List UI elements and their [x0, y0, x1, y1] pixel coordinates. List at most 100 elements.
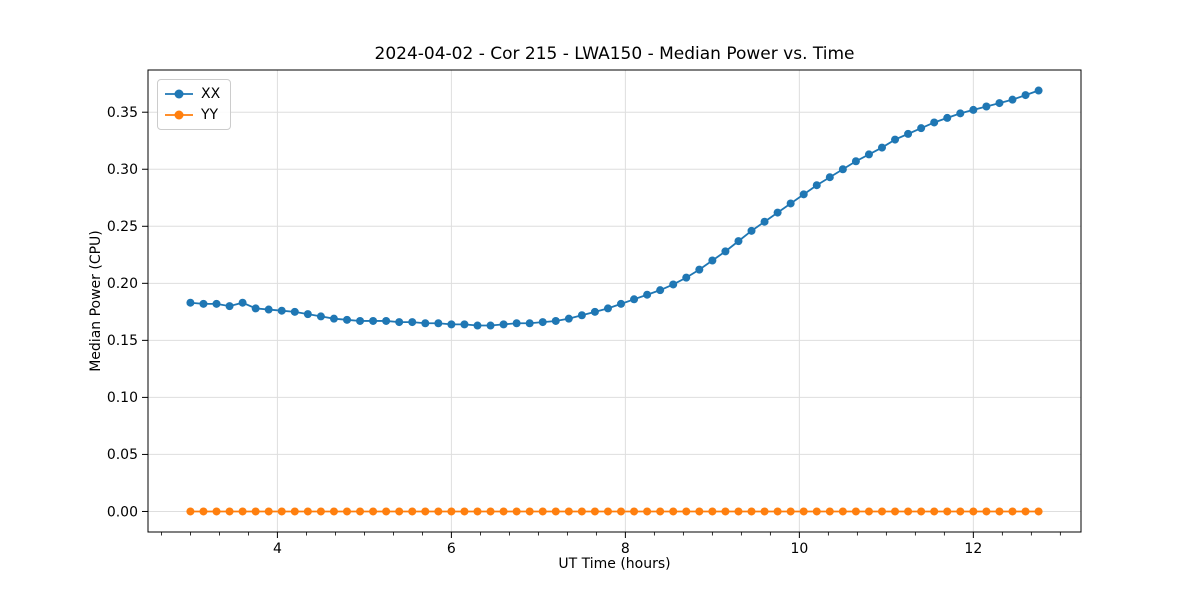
- data-point: [799, 190, 808, 199]
- data-point: [460, 320, 469, 329]
- legend: XX YY: [157, 79, 232, 130]
- data-point: [264, 507, 273, 516]
- axis-ticks: [142, 111, 1061, 538]
- data-point: [682, 273, 691, 282]
- data-point: [773, 507, 782, 516]
- data-point: [434, 319, 443, 328]
- data-point: [747, 226, 756, 235]
- data-point: [904, 129, 913, 138]
- plot-border: [147, 69, 1082, 533]
- y-tick-label: 0.00: [107, 504, 138, 520]
- legend-item-YY: YY: [165, 105, 220, 125]
- data-point: [290, 507, 299, 516]
- data-point: [512, 507, 521, 516]
- data-point: [577, 507, 586, 516]
- series-XX: [186, 86, 1043, 330]
- data-point: [851, 507, 860, 516]
- data-point: [538, 507, 547, 516]
- data-point: [760, 217, 769, 226]
- data-point: [512, 319, 521, 328]
- data-point: [1008, 95, 1017, 104]
- data-point: [630, 295, 639, 304]
- x-tick-label: 4: [273, 541, 282, 557]
- data-point: [460, 507, 469, 516]
- data-point: [982, 507, 991, 516]
- data-point: [486, 507, 495, 516]
- data-point: [656, 286, 665, 295]
- data-point: [956, 507, 965, 516]
- data-point: [708, 256, 717, 265]
- data-point: [669, 280, 678, 289]
- data-point: [721, 507, 730, 516]
- data-point: [329, 314, 338, 323]
- legend-marker-icon: [165, 89, 193, 99]
- data-point: [251, 507, 260, 516]
- data-point: [238, 507, 247, 516]
- data-point: [499, 507, 508, 516]
- data-point: [408, 318, 417, 327]
- data-point: [186, 507, 195, 516]
- data-point: [564, 507, 573, 516]
- data-point: [486, 321, 495, 330]
- data-point: [447, 320, 456, 329]
- data-point: [603, 507, 612, 516]
- data-point: [995, 99, 1004, 108]
- data-point: [1034, 507, 1043, 516]
- data-point: [356, 316, 365, 325]
- data-point: [303, 507, 312, 516]
- data-point: [773, 208, 782, 217]
- data-point: [760, 507, 769, 516]
- data-point: [838, 165, 847, 174]
- data-point: [212, 299, 221, 308]
- data-point: [525, 507, 534, 516]
- data-point: [303, 310, 312, 319]
- data-point: [538, 318, 547, 327]
- data-point: [891, 135, 900, 144]
- data-point: [721, 247, 730, 256]
- data-point: [825, 173, 834, 182]
- x-axis-label: UT Time (hours): [558, 556, 671, 572]
- data-point: [917, 507, 926, 516]
- data-point: [473, 507, 482, 516]
- data-point: [891, 507, 900, 516]
- data-point: [669, 507, 678, 516]
- data-point: [590, 307, 599, 316]
- data-point: [329, 507, 338, 516]
- data-point: [786, 199, 795, 208]
- data-point: [982, 102, 991, 111]
- data-point: [369, 316, 378, 325]
- data-point: [969, 507, 978, 516]
- y-tick-label: 0.20: [107, 276, 138, 292]
- data-point: [316, 507, 325, 516]
- legend-item-XX: XX: [165, 84, 220, 104]
- y-axis-label: Median Power (CPU): [88, 230, 104, 372]
- data-point: [525, 319, 534, 328]
- data-point: [734, 507, 743, 516]
- data-point: [878, 507, 886, 516]
- data-point: [421, 507, 430, 516]
- data-point: [630, 507, 639, 516]
- data-point: [825, 507, 834, 516]
- data-point: [695, 507, 704, 516]
- data-point: [251, 304, 260, 313]
- data-point: [408, 507, 417, 516]
- data-point: [734, 237, 743, 246]
- data-point: [747, 507, 756, 516]
- data-point: [590, 507, 599, 516]
- data-point: [864, 507, 873, 516]
- data-point: [643, 507, 652, 516]
- data-point: [943, 507, 952, 516]
- gridlines: [148, 70, 1081, 532]
- data-point: [551, 507, 560, 516]
- legend-label: XX: [201, 86, 221, 102]
- data-point: [917, 124, 926, 133]
- x-tick-label: 12: [964, 541, 982, 557]
- data-point: [695, 265, 704, 274]
- data-point: [708, 507, 717, 516]
- y-tick-label: 0.30: [107, 162, 138, 178]
- data-point: [812, 181, 821, 190]
- x-tick-label: 10: [790, 541, 808, 557]
- data-point: [969, 105, 978, 114]
- data-point: [238, 298, 247, 307]
